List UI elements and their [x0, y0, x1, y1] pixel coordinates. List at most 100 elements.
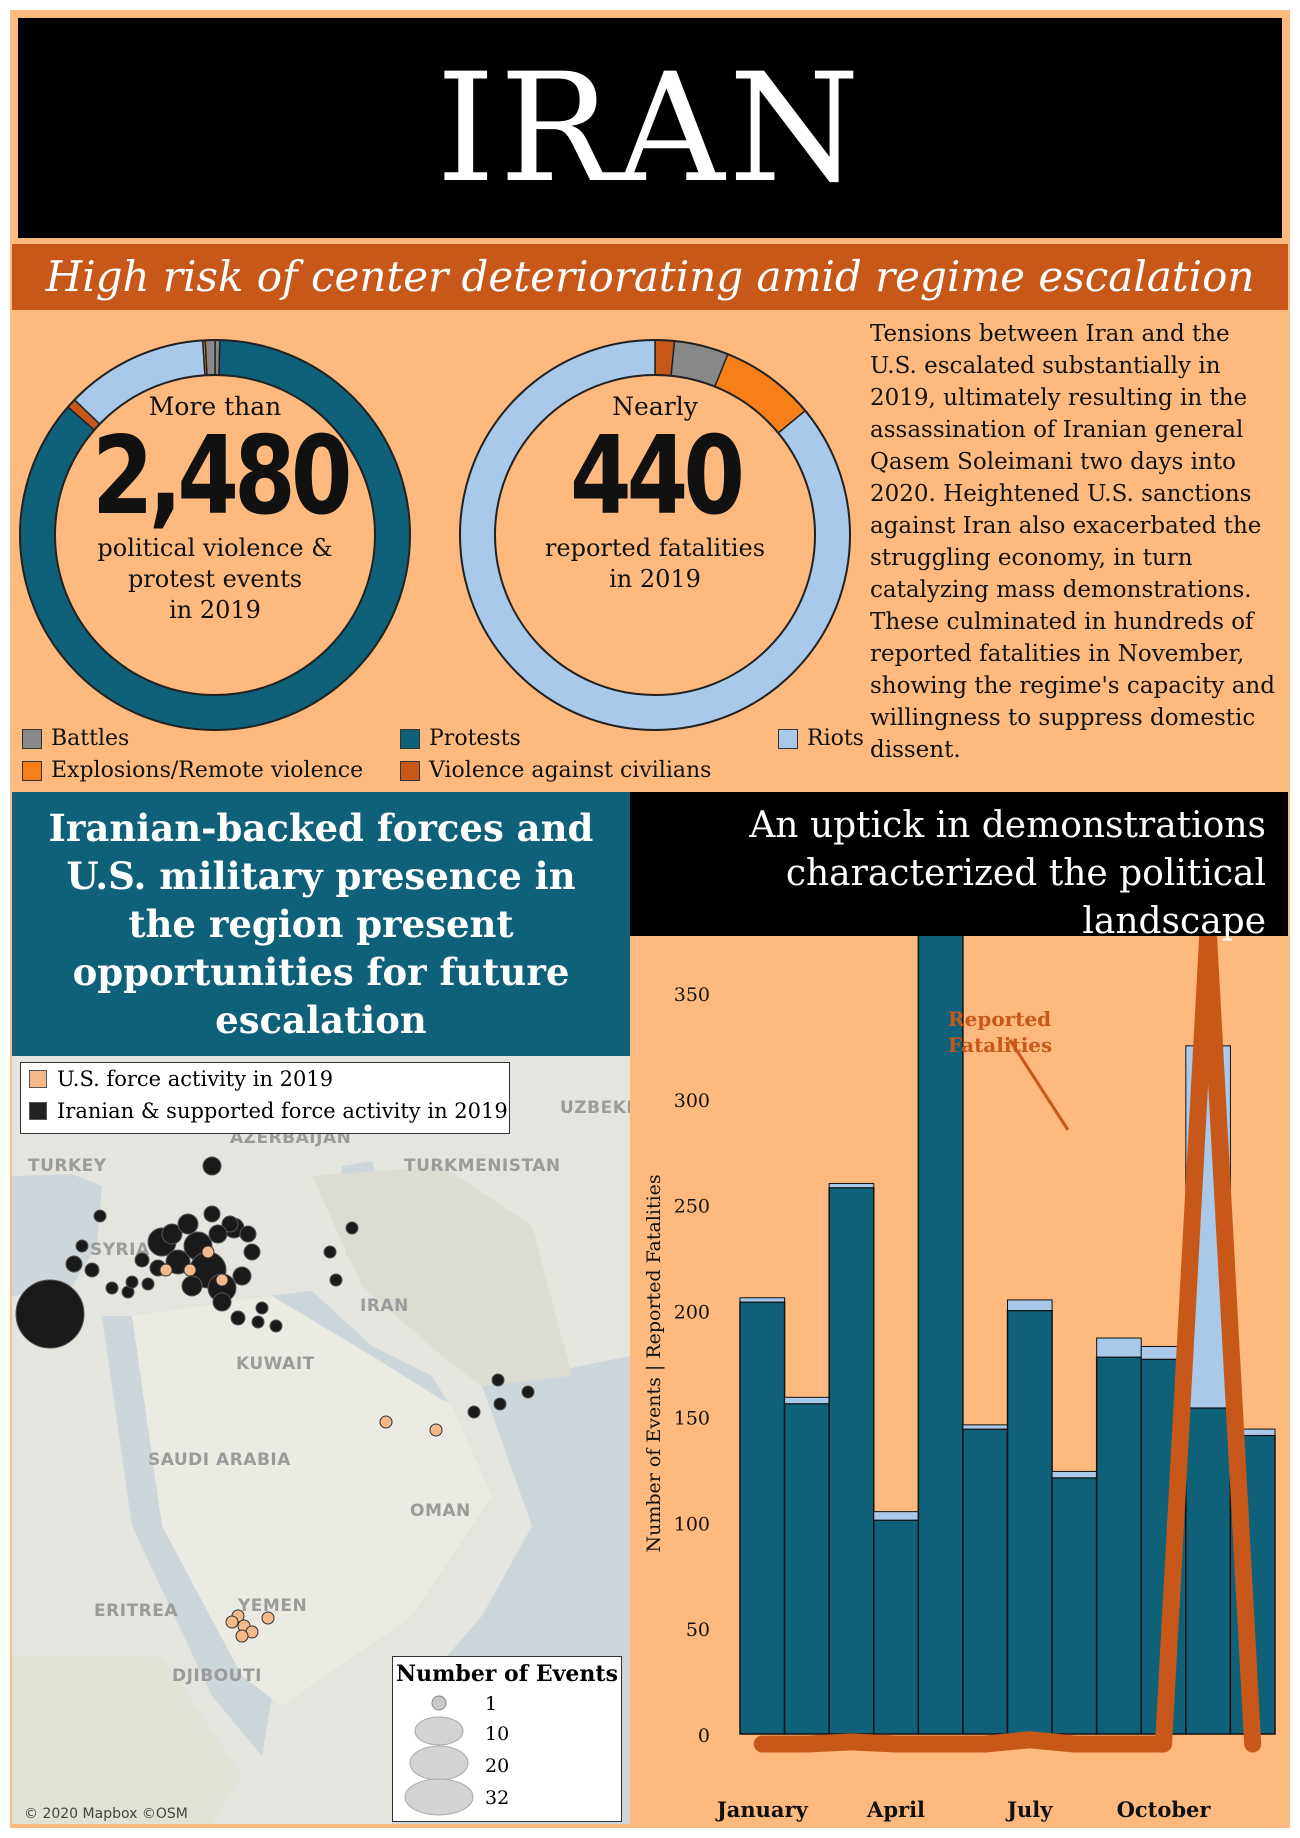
bar-protests-may	[917, 896, 964, 1735]
label-oman: OMAN	[410, 1501, 471, 1521]
iran-force-marker	[521, 1385, 535, 1399]
fatalities-suffix-2: in 2019	[609, 565, 701, 593]
size-circle-32	[404, 1778, 474, 1816]
us-force-marker	[429, 1423, 443, 1437]
legend-explosions: Explosions/Remote violence	[22, 758, 363, 783]
fatalities-suffix-1: reported fatalities	[544, 534, 766, 562]
bar-riots-jan	[739, 1297, 786, 1303]
bar-riots-feb	[784, 1396, 830, 1405]
bar-protests-jan	[739, 1301, 786, 1735]
explosions-swatch	[22, 760, 42, 781]
iran-force-marker	[161, 1223, 183, 1245]
us-force-marker	[201, 1245, 215, 1259]
iran-force-marker	[345, 1221, 359, 1235]
size-legend-circles	[404, 1695, 474, 1816]
size-circle-20	[409, 1745, 469, 1781]
bar-protests-jun	[962, 1428, 1009, 1735]
us-force-marker	[159, 1263, 173, 1277]
iran-force-marker	[177, 1213, 199, 1235]
infographic-page: IRAN High risk of center deteriorating a…	[10, 10, 1290, 1828]
events-suffix-2: protest events	[127, 565, 303, 593]
size-circle-1	[431, 1695, 447, 1711]
bar-riots-apr	[873, 1511, 919, 1521]
region-map: TURKEY AZERBAIJAN TURKMENISTAN UZBEKIS S…	[12, 1056, 630, 1824]
legend-battles: Battles	[22, 726, 129, 751]
x-tick-october: October	[1117, 1797, 1212, 1822]
size-circle-10	[414, 1716, 464, 1746]
fatalities-annotation-line1: Reported	[948, 1007, 1051, 1031]
iran-force-marker	[93, 1209, 107, 1223]
iran-force-marker	[203, 1205, 221, 1223]
bar-protests-jul	[1006, 1309, 1053, 1735]
fatalities-value: 440	[569, 414, 745, 539]
iran-force-marker	[491, 1373, 505, 1387]
iran-force-marker	[202, 1156, 222, 1176]
events-suffix-1: political violence &	[97, 534, 333, 562]
map-legend-iran: Iranian & supported force activity in 20…	[21, 1095, 509, 1127]
x-tick-july: July	[1005, 1797, 1053, 1822]
donut-outline	[459, 339, 851, 731]
us-force-marker	[261, 1611, 275, 1625]
horn-africa	[12, 1656, 242, 1824]
iran-force-marker	[208, 1224, 228, 1244]
monthly-bar-chart: 0 50 100 150 200 250 300 350 Number of Events | …	[643, 886, 1276, 1822]
bar-protests-feb	[783, 1402, 830, 1735]
iran-force-marker	[323, 1245, 337, 1259]
fatalities-annotation-pointer	[1008, 1039, 1070, 1131]
arabian-peninsula	[132, 1296, 492, 1706]
us-force-marker	[215, 1273, 229, 1287]
iran-force-marker	[84, 1262, 100, 1278]
fatalities-donut-label: Nearly 440 reported fatalities in 2019	[505, 392, 805, 595]
iran-terrain	[312, 1166, 572, 1386]
iran-force-marker	[221, 1215, 239, 1233]
donut-hole	[54, 374, 376, 696]
size-legend-title: Number of Events	[396, 1661, 618, 1687]
label-turkmenistan: TURKMENISTAN	[404, 1156, 561, 1176]
fatalities-line	[753, 920, 1262, 1753]
donut-slice-battles	[204, 339, 216, 376]
label-yemen: YEMEN	[238, 1596, 308, 1616]
page-title: IRAN	[18, 18, 1282, 238]
iran-force-marker	[329, 1273, 343, 1287]
us-force-marker	[225, 1615, 239, 1629]
iran-force-marker	[232, 1266, 252, 1286]
y-tick-label: 350	[674, 984, 710, 1006]
bar-protests-apr	[873, 1519, 920, 1735]
map-legend: U.S. force activity in 2019 Iranian & su…	[20, 1062, 510, 1134]
bar-riots-sep	[1096, 1337, 1142, 1358]
y-axis-label: Number of Events | Reported Fatalities	[643, 1174, 665, 1552]
label-eritrea: ERITREA	[94, 1601, 178, 1621]
bar-protests-aug	[1051, 1477, 1098, 1735]
persian-gulf	[267, 1291, 447, 1401]
label-saudi-arabia: SAUDI ARABIA	[148, 1450, 291, 1470]
bar-riots-mar	[828, 1182, 875, 1189]
events-prefix: More than	[148, 392, 282, 421]
label-kuwait: KUWAIT	[236, 1354, 315, 1374]
iran-force-marker	[230, 1310, 246, 1326]
chart-section-header: An uptick in demonstrations characterize…	[630, 792, 1288, 942]
y-tick-label: 150	[674, 1407, 710, 1429]
iran-force-marker	[251, 1315, 265, 1329]
iran-force-marker	[181, 1275, 203, 1297]
iran-force-marker	[65, 1255, 83, 1273]
us-force-marker	[183, 1263, 197, 1277]
iran-force-marker	[75, 1239, 89, 1253]
events-suffix-3: in 2019	[169, 596, 261, 624]
map-basemap	[12, 1056, 630, 1824]
bar-protests-sep	[1095, 1356, 1142, 1735]
label-iran: IRAN	[360, 1296, 409, 1316]
y-tick-label: 200	[674, 1302, 710, 1324]
donut-outline	[19, 339, 411, 731]
map-legend-us: U.S. force activity in 2019	[21, 1063, 509, 1095]
bar-riots-aug	[1051, 1470, 1098, 1479]
bar-riots-jun	[962, 1424, 1008, 1430]
y-tick-label: 0	[698, 1725, 710, 1747]
legend-riots: Riots	[778, 726, 864, 751]
events-value: 2,480	[92, 414, 352, 539]
map-credit: © 2020 Mapbox ©OSM	[24, 1806, 188, 1822]
fatalities-donut-chart	[459, 339, 851, 731]
label-turkey: TURKEY	[28, 1156, 107, 1176]
x-tick-january: January	[715, 1797, 809, 1822]
bar-protests-mar	[828, 1186, 875, 1735]
donut-hole	[494, 374, 816, 696]
